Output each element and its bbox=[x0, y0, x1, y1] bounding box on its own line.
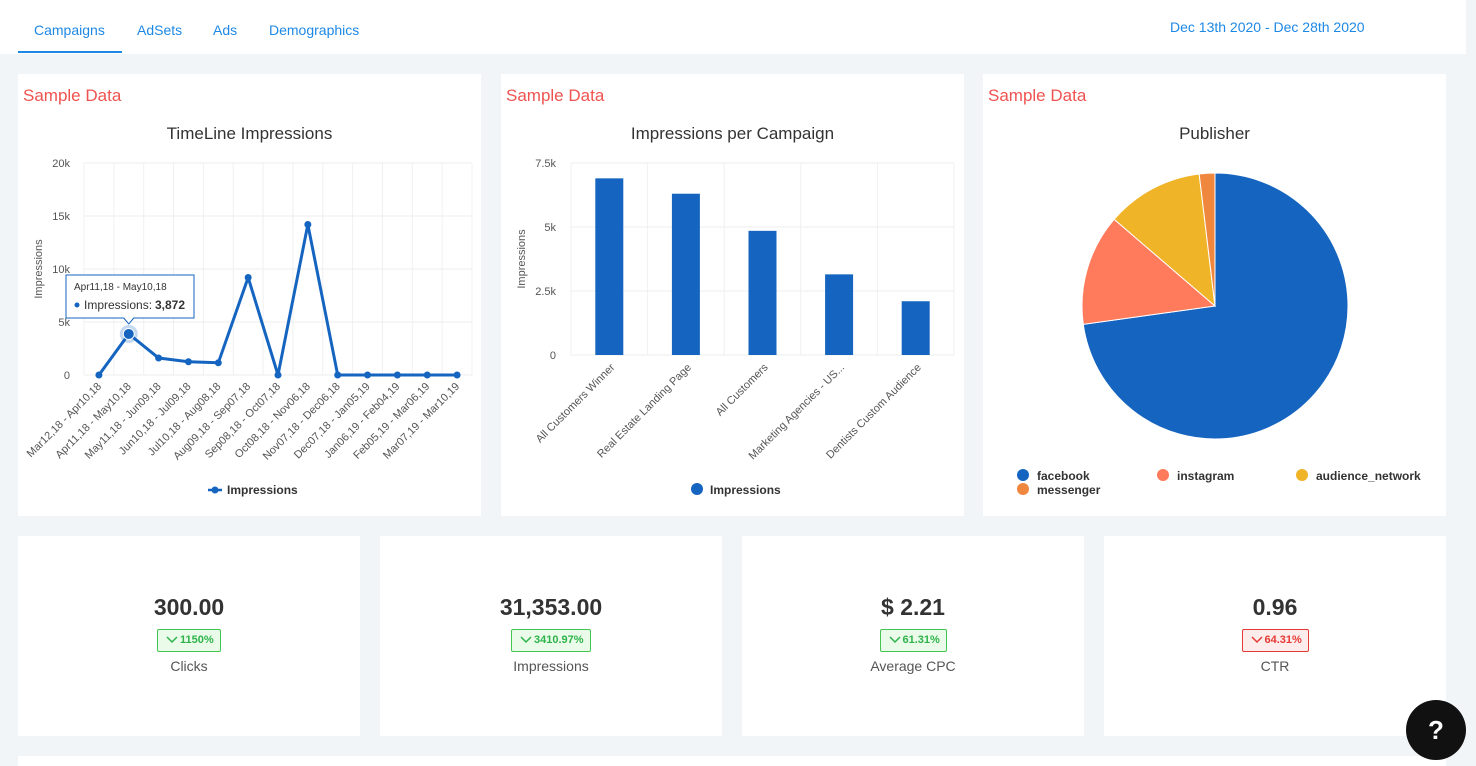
bar bbox=[748, 230, 777, 355]
date-range-picker[interactable]: Dec 13th 2020 - Dec 28th 2020 bbox=[1170, 19, 1365, 35]
legend-label: instagram bbox=[1177, 469, 1234, 483]
data-point bbox=[244, 273, 252, 281]
hover-point bbox=[122, 327, 135, 340]
tooltip-marker bbox=[74, 302, 80, 308]
y-tick-label: 10k bbox=[52, 264, 70, 276]
bar bbox=[825, 274, 854, 355]
legend-marker-icon bbox=[691, 483, 703, 495]
sample-data-label: Sample Data bbox=[988, 86, 1087, 105]
legend-label: Impressions bbox=[710, 483, 781, 497]
impressions-per-campaign-card: Sample Data Impressions per Campaign 0 2.… bbox=[501, 74, 964, 516]
active-tab-indicator bbox=[18, 51, 122, 53]
timeline-impressions-card: Sample Data TimeLine Impressions 0 5k 10k 1… bbox=[18, 74, 481, 516]
y-tick-label: 20k bbox=[52, 158, 70, 170]
y-axis-label: Impressions bbox=[33, 239, 45, 299]
kpi-card-ctr: 0.96 64.31% CTR bbox=[1104, 536, 1446, 736]
kpi-value: 0.96 bbox=[1252, 594, 1298, 620]
y-tick-label: 0 bbox=[550, 350, 556, 362]
x-tick-label: All Customers bbox=[714, 361, 771, 418]
chart-title: Publisher bbox=[1179, 124, 1250, 143]
data-point bbox=[364, 371, 372, 379]
help-button[interactable]: ? bbox=[1406, 700, 1466, 760]
tooltip-label: Impressions: bbox=[84, 298, 152, 312]
bar bbox=[901, 301, 930, 355]
kpi-label: Impressions bbox=[513, 658, 589, 674]
data-point bbox=[95, 371, 103, 379]
campaign-bar-chart[interactable]: 0 2.5k 5k 7.5k Impressions All Customers Winn… bbox=[501, 74, 964, 516]
tooltip-header: Apr11,18 - May10,18 bbox=[74, 282, 167, 293]
y-tick-label: 5k bbox=[58, 317, 70, 329]
chevron-down-icon bbox=[520, 636, 532, 644]
tooltip-box bbox=[65, 274, 195, 325]
pie-slice-audience-network bbox=[1113, 173, 1216, 308]
chart-title: TimeLine Impressions bbox=[166, 124, 333, 143]
data-point bbox=[304, 220, 312, 228]
kpi-value: $ 2.21 bbox=[881, 594, 945, 620]
legend-label: facebook bbox=[1037, 469, 1090, 483]
kpi-change-badge: 1150% bbox=[157, 629, 221, 652]
tab-adsets[interactable]: AdSets bbox=[137, 22, 183, 38]
y-tick-label: 7.5k bbox=[535, 158, 556, 170]
bar bbox=[671, 193, 700, 355]
legend-marker-icon bbox=[1017, 483, 1029, 495]
kpi-change-value: 3410.97% bbox=[534, 634, 584, 646]
x-tick-label: All Customers Winner bbox=[534, 361, 618, 445]
kpi-change-badge: 3410.97% bbox=[511, 629, 591, 652]
kpi-card-impressions: 31,353.00 3410.97% Impressions bbox=[380, 536, 722, 736]
bar bbox=[595, 178, 624, 355]
kpi-label: Clicks bbox=[170, 658, 208, 674]
tooltip: Apr11,18 - May10,18 Impressions: 3,872 bbox=[65, 274, 195, 325]
data-point bbox=[214, 359, 222, 367]
legend-label: Impressions bbox=[227, 483, 298, 497]
kpi-change-value: 64.31% bbox=[1264, 634, 1302, 646]
kpi-change-value: 61.31% bbox=[902, 634, 940, 646]
pie-slice-instagram bbox=[1081, 218, 1217, 325]
legend-label: messenger bbox=[1037, 483, 1101, 497]
y-tick-label: 0 bbox=[64, 370, 70, 382]
data-point bbox=[423, 371, 431, 379]
kpi-value: 300.00 bbox=[153, 594, 225, 620]
kpi-label: Average CPC bbox=[870, 658, 956, 674]
chevron-down-icon bbox=[166, 636, 178, 644]
data-point bbox=[393, 371, 401, 379]
top-nav-bar: Campaigns AdSets Ads Demographics Dec 13… bbox=[0, 0, 1466, 54]
data-point bbox=[155, 354, 163, 362]
data-point bbox=[453, 371, 461, 379]
kpi-change-badge: 61.31% bbox=[879, 629, 947, 652]
data-point bbox=[334, 371, 342, 379]
pie-slice-messenger bbox=[1198, 172, 1216, 307]
tab-demographics[interactable]: Demographics bbox=[269, 22, 360, 38]
sample-data-label: Sample Data bbox=[506, 86, 605, 105]
legend-marker-icon bbox=[211, 486, 219, 494]
y-tick-label: 2.5k bbox=[535, 286, 556, 298]
kpi-change-badge: 64.31% bbox=[1241, 629, 1309, 652]
kpi-label: CTR bbox=[1260, 658, 1290, 674]
legend-label: audience_network bbox=[1316, 469, 1421, 483]
kpi-value: 31,353.00 bbox=[499, 594, 603, 620]
legend-marker-icon bbox=[1017, 469, 1029, 481]
kpi-change-value: 1150% bbox=[180, 634, 214, 646]
tab-ads[interactable]: Ads bbox=[213, 22, 238, 38]
legend-marker-icon bbox=[1296, 469, 1308, 481]
sample-data-label: Sample Data bbox=[23, 86, 122, 105]
y-tick-label: 15k bbox=[52, 211, 70, 223]
publisher-card: Sample Data Publisher facebook instagram a… bbox=[983, 74, 1446, 516]
tooltip-value: 3,872 bbox=[155, 298, 185, 312]
data-point bbox=[184, 358, 192, 366]
tab-campaigns[interactable]: Campaigns bbox=[34, 22, 105, 38]
kpi-card-average-cpc: $ 2.21 61.31% Average CPC bbox=[742, 536, 1084, 736]
y-axis-label: Impressions bbox=[516, 229, 528, 289]
chevron-down-icon bbox=[1250, 636, 1263, 644]
kpi-card-clicks: 300.00 1150% Clicks bbox=[18, 536, 360, 736]
legend-marker-icon bbox=[1157, 469, 1169, 481]
next-card-edge bbox=[18, 756, 1446, 766]
chevron-down-icon bbox=[888, 636, 901, 644]
publisher-pie-chart[interactable]: facebook instagram audience_networkmesseng… bbox=[983, 74, 1446, 516]
y-tick-label: 5k bbox=[544, 222, 556, 234]
data-point bbox=[274, 371, 282, 379]
chart-title: Impressions per Campaign bbox=[630, 124, 835, 143]
